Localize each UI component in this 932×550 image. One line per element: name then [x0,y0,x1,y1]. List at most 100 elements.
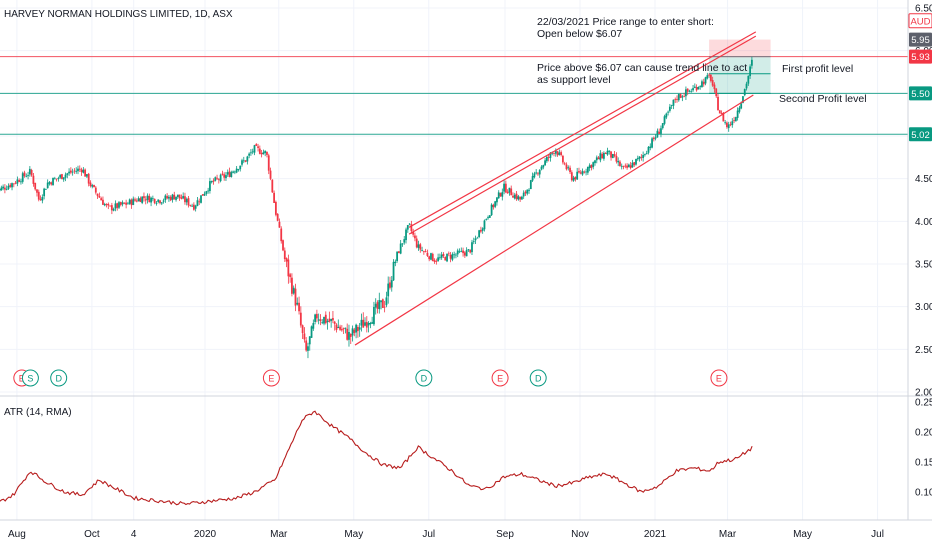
candle-body [572,177,575,181]
candle-body [178,194,181,198]
candle-body [717,96,719,111]
candle-body [586,167,589,173]
candle-body [711,80,714,86]
candle-body [365,321,368,328]
candle-body [513,194,516,199]
candle-body [273,192,275,203]
candle-body [266,151,268,155]
candle-body [16,179,19,184]
atr-line [0,410,753,506]
candle-body [373,306,375,325]
candle-body [392,261,395,281]
candle-body [442,254,445,257]
candle-body [702,81,705,85]
candle-body [722,112,725,122]
annotation-first-profit: First profit level [782,63,853,75]
atr-title: ATR (14, RMA) [4,407,72,418]
candle-body [20,181,22,183]
candle-body [654,137,657,139]
candle-body [620,165,623,167]
price-scale-label-box [909,49,932,64]
candle-body [298,302,300,312]
profit-zone [709,56,771,94]
candle-body [216,177,218,179]
event-marker-label: E [716,374,722,384]
candle-body [250,152,252,154]
candle-body [280,228,283,242]
candle-body [351,328,354,336]
annotation-short-entry: 22/03/2021 Price range to enter short: O… [537,16,714,40]
candle-body [729,124,732,126]
candle-body [685,89,687,97]
candle-body [46,182,49,189]
candle-body [82,169,85,173]
candle-body [421,250,423,251]
y-tick-label: 3.50 [915,260,932,271]
candle-body [315,313,318,319]
candle-body [237,169,240,171]
candle-body [462,250,464,254]
candle-body [257,146,259,148]
candle-body [196,200,199,206]
candle-body [542,165,545,168]
candle-body [53,178,56,180]
candle-body [697,86,700,90]
candle-body [672,99,675,106]
candle-body [570,172,573,181]
candle-body [385,297,388,306]
candle-body [471,242,473,253]
candle-body [21,173,24,182]
candle-body [371,322,374,324]
candle-body [547,157,550,159]
candle-body [549,152,552,158]
candle-body [715,88,718,97]
annotation-line: as support level [537,74,611,86]
candle-body [225,175,227,179]
candle-body [185,198,188,203]
candle-body [55,178,58,180]
candle-body [408,223,411,225]
candle-body [50,182,53,185]
candle-body [89,182,92,186]
candle-body [515,193,518,200]
x-tick-label: Nov [571,529,589,540]
candle-body [738,107,741,112]
candle-body [308,336,311,345]
candle-body [726,122,728,128]
x-tick-label: 2021 [644,529,667,540]
candle-body [137,198,140,202]
candle-body [644,154,646,156]
candle-body [228,171,231,177]
price-scale-label: 5.93 [911,52,930,63]
candle-body [604,153,607,154]
event-marker-label: D [535,374,542,384]
candle-body [39,198,42,200]
candle-body [301,325,304,334]
candle-body [233,171,236,173]
candle-body [323,316,325,324]
candle-body [130,199,133,206]
candle-body [727,124,730,129]
candle-body [159,200,161,204]
candle-body [736,110,739,118]
candle-body [269,170,272,179]
candle-body [123,202,126,204]
event-marker-circle [710,369,728,387]
candle-body [626,165,628,168]
candle-body [105,204,108,205]
candle-body [718,110,721,114]
candle-body [613,154,616,157]
candle-body [285,258,288,262]
candle-body [635,158,637,165]
candle-body [533,173,536,178]
annotation-line: First profit level [782,63,854,75]
candle-body [184,196,186,203]
price-scale-label: AUD [910,16,930,27]
candle-body [340,329,343,331]
candle-body [674,99,677,100]
candle-body [34,182,37,190]
candle-body [209,181,211,192]
candle-body [171,194,174,200]
candle-body [383,306,386,308]
